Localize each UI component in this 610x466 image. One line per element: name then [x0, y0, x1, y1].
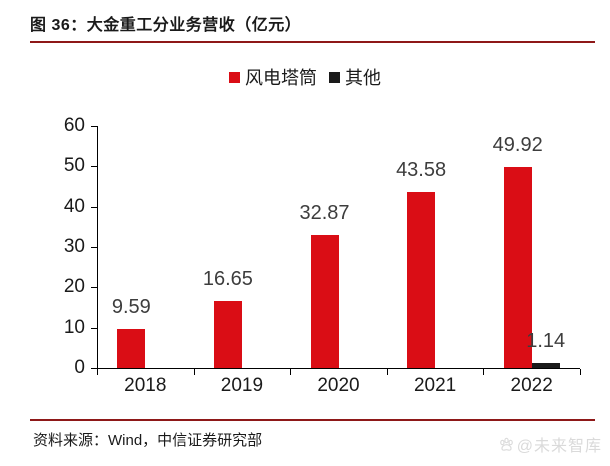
- x-axis-tick: [387, 369, 388, 375]
- x-axis-tick: [97, 369, 98, 375]
- bar: [407, 192, 435, 368]
- y-axis: [97, 126, 98, 368]
- x-tick-label: 2021: [413, 375, 457, 396]
- figure-title: 图 36：大金重工分业务营收（亿元）: [30, 17, 302, 34]
- bar-value-label: 32.87: [299, 202, 350, 224]
- paw-icon: [498, 436, 515, 453]
- bar: [504, 167, 532, 368]
- y-axis-tick: [91, 126, 97, 127]
- watermark: @未来智库: [498, 432, 602, 456]
- y-tick-label: 10: [63, 317, 85, 338]
- x-tick-label: 2022: [510, 375, 553, 396]
- x-tick-label: 2019: [220, 375, 264, 396]
- y-axis-tick: [91, 166, 97, 167]
- footer-divider: [30, 419, 595, 421]
- y-tick-label: 0: [74, 357, 85, 378]
- bar-value-label: 1.14: [526, 330, 566, 352]
- source-note: 资料来源：Wind，中信证券研究部: [33, 432, 263, 449]
- legend-marker: [329, 71, 340, 83]
- legend-item: 其他: [329, 64, 381, 90]
- x-axis-tick: [580, 369, 581, 375]
- y-axis-tick: [91, 328, 97, 329]
- x-axis-tick: [194, 369, 195, 375]
- bar: [532, 363, 560, 368]
- y-axis-tick: [91, 287, 97, 288]
- y-axis-tick: [91, 247, 97, 248]
- bar: [117, 329, 145, 368]
- legend-item: 风电塔筒: [229, 64, 317, 90]
- y-axis-tick: [91, 207, 97, 208]
- y-axis-tick: [91, 368, 97, 369]
- bar-value-label: 16.65: [202, 268, 253, 290]
- y-tick-label: 30: [63, 236, 85, 257]
- watermark-text: @未来智库: [516, 438, 602, 455]
- x-axis-tick: [290, 369, 291, 375]
- x-tick-label: 2020: [317, 375, 360, 396]
- legend-label: 风电塔筒: [245, 68, 317, 88]
- y-tick-label: 20: [63, 276, 85, 297]
- legend-label: 其他: [345, 68, 381, 88]
- bar-value-label: 9.59: [111, 296, 151, 318]
- bar: [311, 235, 339, 368]
- y-tick-label: 40: [63, 196, 85, 217]
- bar: [214, 301, 242, 368]
- y-tick-label: 50: [63, 155, 85, 176]
- chart-legend: 风电塔筒 其他: [0, 64, 610, 90]
- legend-marker: [229, 71, 240, 83]
- title-underline: [30, 41, 595, 43]
- x-tick-label: 2018: [124, 375, 167, 396]
- bar-value-label: 49.92: [492, 134, 543, 156]
- y-tick-label: 60: [63, 115, 85, 136]
- bar-value-label: 43.58: [396, 159, 447, 181]
- x-axis: [97, 368, 580, 369]
- x-axis-tick: [483, 369, 484, 375]
